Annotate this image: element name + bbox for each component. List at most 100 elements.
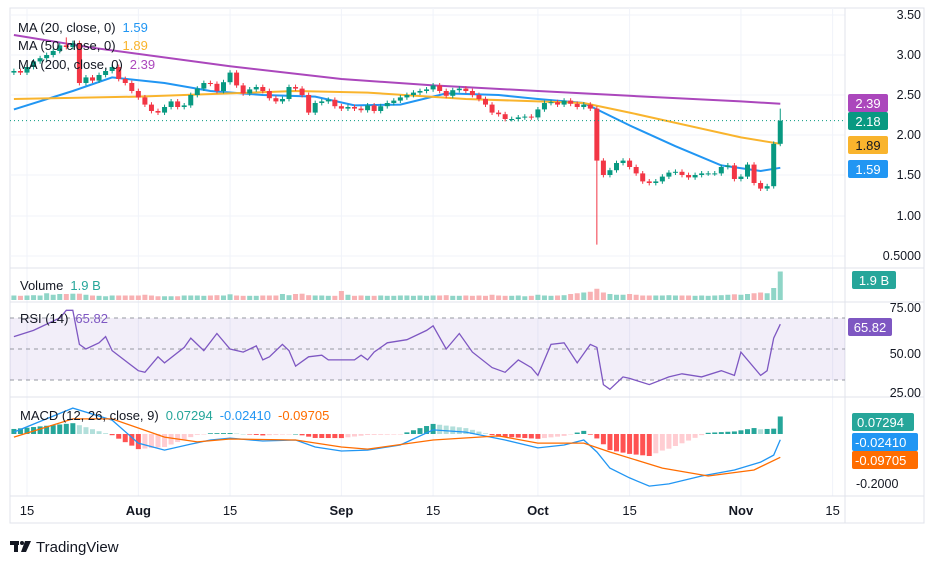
candle [247,89,253,94]
macd-histogram-bar [424,426,430,434]
macd-histogram-bar [286,434,292,435]
volume-bar [266,295,272,300]
volume-bar [614,294,619,300]
candles [11,37,783,245]
volume-bar [319,295,325,300]
candle [358,108,364,111]
volume-bar [103,296,109,300]
candle [371,105,377,111]
volume-bar [240,295,246,300]
macd-line-tag [852,433,918,451]
date-tick: 15 [20,503,34,518]
candle [437,85,443,91]
candle [50,51,56,55]
candle [31,61,37,67]
volume-bar [253,295,259,300]
volume-bar [365,295,371,300]
candle [672,171,678,173]
date-tick: 15 [223,503,237,518]
candle [338,106,344,109]
volume-bar [627,294,633,300]
macd-histogram-bar [450,426,456,434]
candle [122,79,128,83]
volume-bar [122,295,128,300]
rsi-label: RSI (14) [20,311,68,326]
volume-bar [594,288,600,300]
volume-bar [437,295,443,300]
macd-histogram-bar [764,428,770,434]
volume-bar [83,294,89,300]
price-tick: 1.50 [897,168,921,182]
volume-bar [653,295,659,300]
macd-histogram-bar [338,434,344,439]
macd-histogram-bar [293,434,299,435]
candle [712,173,718,175]
macd-histogram-bar [273,434,279,435]
ma200-tag [848,94,888,112]
rsi-value: 65.82 [75,311,108,326]
legend-ma20-value: 1.59 [123,20,148,35]
macd-histogram-bar [509,434,515,438]
volume-bar [705,295,711,300]
volume-bar [456,295,462,300]
candle [253,87,259,90]
ma20-tag [848,160,888,178]
candle [659,176,665,182]
volume-bar [397,295,403,300]
macd-histogram-bar [679,434,685,444]
candle [17,71,23,73]
volume-value: 1.9 B [70,278,100,293]
date-tick: 15 [426,503,440,518]
macd-histogram-bar [699,434,705,436]
macd-histogram-bar [214,433,220,434]
macd-histogram-bar [76,425,82,434]
macd-histogram-bar [50,425,56,434]
macd-histogram-bar [561,434,567,436]
volume-bar [646,295,652,300]
macd-histogram-bar [672,434,678,446]
candle [745,164,750,177]
candle [70,43,76,47]
macd-histogram-bar [96,431,102,434]
macd-histogram-bar [515,434,521,438]
volume-bar [568,294,574,300]
macd-histogram-bar [594,434,600,439]
volume-bar [731,294,737,300]
candle [522,116,528,118]
volume-bar [738,294,744,300]
tradingview-logo[interactable]: TradingView [10,539,119,556]
macd-signal-tag-text: -0.09705 [855,453,906,468]
macd-histogram-bar [574,432,580,434]
macd-histogram-bar [476,431,482,434]
volume-bar [76,293,82,300]
time-axis[interactable]: 15 Aug 15 Sep 15 Oct 15 Nov 15 [20,503,840,518]
volume-bar [227,294,233,300]
volume-bar [201,295,207,300]
candle [646,181,652,183]
volume-bar [489,294,495,300]
candle [758,183,764,189]
volume-bar [273,295,279,300]
candle [450,90,456,96]
ma20-tag-text: 1.59 [855,162,880,177]
candle [397,97,403,101]
candle [489,104,495,113]
volume-bar [417,295,423,300]
candle [194,88,200,95]
candle [24,67,30,73]
macd-histogram-bar [129,434,135,446]
candle [640,173,646,182]
price-tick: 2.50 [897,88,921,102]
volume-bar [751,293,757,300]
macd-histogram-bar [443,425,449,434]
macd-histogram-bar [279,434,285,435]
candle [469,91,475,95]
macd-histogram-bar [725,431,731,434]
volume-bar [162,296,168,300]
candle [607,170,613,175]
volume-bar [31,295,37,300]
price-axis[interactable]: 3.50 3.00 2.50 2.00 1.50 1.00 0.5000 75.00 50.00… [883,8,921,400]
macd-histogram-bar [712,432,718,434]
candle [483,99,488,105]
